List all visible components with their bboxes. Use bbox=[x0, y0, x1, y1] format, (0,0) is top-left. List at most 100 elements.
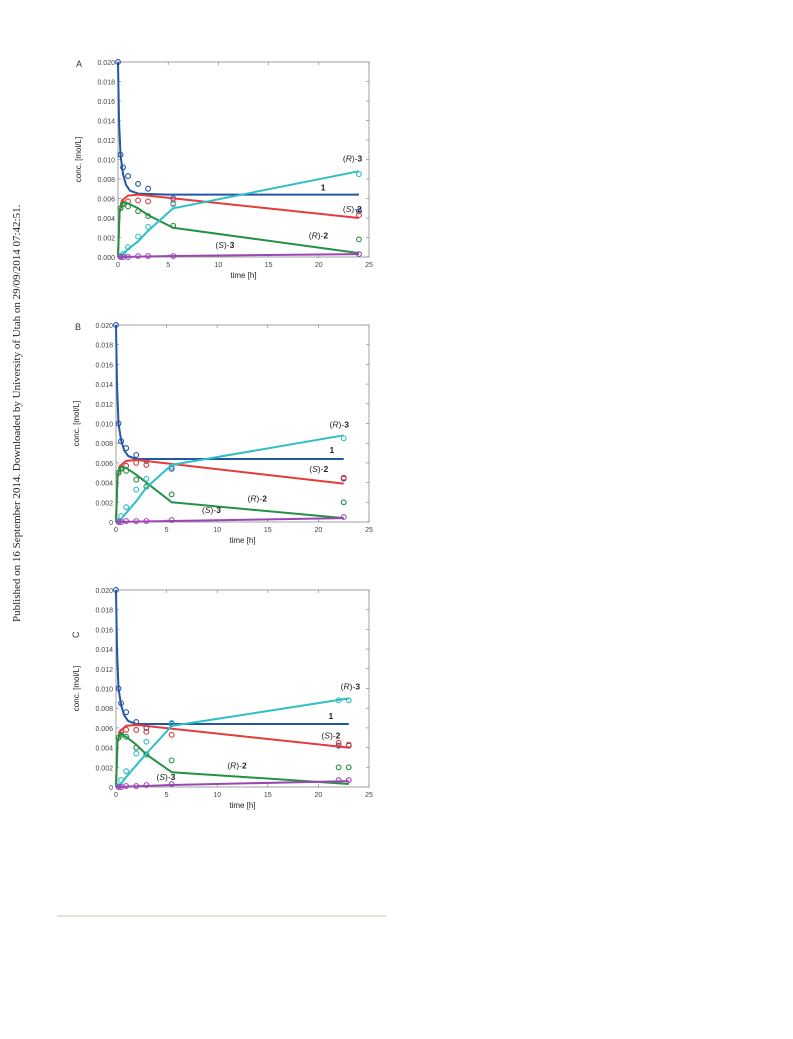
x-axis-label: time [h] bbox=[229, 536, 255, 545]
data-point bbox=[335, 697, 342, 704]
data-point bbox=[335, 777, 342, 784]
data-point bbox=[133, 452, 140, 458]
data-point bbox=[340, 474, 347, 481]
y-tick-label: 0.018 bbox=[97, 80, 115, 87]
data-point bbox=[345, 741, 352, 748]
data-point bbox=[115, 685, 122, 692]
plot-frame bbox=[117, 61, 370, 258]
data-point bbox=[118, 700, 125, 707]
data-point bbox=[170, 222, 177, 229]
data-point bbox=[120, 201, 126, 208]
series-line-(R)-2 bbox=[115, 732, 349, 788]
y-tick-label: 0.006 bbox=[97, 197, 115, 204]
data-point bbox=[123, 733, 130, 740]
y-tick-label: 0.006 bbox=[95, 726, 113, 733]
data-point bbox=[133, 750, 140, 757]
data-point bbox=[133, 486, 140, 493]
data-point bbox=[133, 726, 140, 733]
series-line-(S)-3 bbox=[115, 517, 344, 523]
data-point bbox=[145, 223, 152, 230]
data-point bbox=[168, 463, 175, 470]
x-tick-label: 5 bbox=[166, 262, 170, 269]
data-point bbox=[123, 504, 130, 511]
data-point bbox=[170, 201, 177, 208]
data-point bbox=[168, 781, 175, 787]
data-point bbox=[117, 254, 124, 260]
data-point bbox=[345, 777, 352, 784]
series-line-1 bbox=[115, 589, 349, 725]
data-point bbox=[170, 253, 177, 259]
series-annotation: 1 bbox=[321, 183, 326, 193]
series-annotation: (R)-3 bbox=[341, 681, 361, 691]
data-point bbox=[145, 198, 152, 205]
data-point bbox=[117, 151, 124, 158]
data-point bbox=[133, 744, 140, 751]
data-point bbox=[118, 465, 125, 472]
data-point bbox=[135, 180, 142, 187]
data-point bbox=[143, 738, 150, 745]
series-annotation: 1 bbox=[330, 445, 335, 455]
data-point bbox=[143, 475, 150, 482]
data-point bbox=[123, 518, 130, 524]
data-point bbox=[143, 461, 150, 468]
data-point bbox=[145, 213, 152, 220]
y-tick-label: 0.008 bbox=[95, 441, 113, 448]
x-tick-label: 0 bbox=[114, 792, 118, 799]
x-tick-label: 25 bbox=[365, 792, 373, 799]
series-annotation: (R)-2 bbox=[309, 230, 329, 240]
series-line-(R)-2 bbox=[117, 201, 360, 258]
data-point bbox=[345, 697, 352, 704]
y-tick-label: 0.012 bbox=[95, 667, 113, 674]
y-tick-label: 0.002 bbox=[95, 500, 113, 507]
data-point bbox=[133, 783, 140, 789]
y-tick-label: 0.012 bbox=[95, 402, 113, 409]
y-tick-label: 0.004 bbox=[95, 481, 113, 488]
data-point bbox=[143, 782, 150, 788]
y-axis-label: conc. [mol/L] bbox=[74, 137, 83, 182]
series-line-(S)-2 bbox=[115, 723, 349, 788]
x-tick-label: 0 bbox=[114, 527, 118, 534]
data-point bbox=[115, 784, 122, 790]
y-tick-label: 0.016 bbox=[97, 99, 115, 106]
y-tick-label: 0.002 bbox=[95, 765, 113, 772]
x-tick-label: 10 bbox=[215, 262, 223, 269]
series-annotation: (S)-3 bbox=[202, 505, 221, 515]
panel-label: B bbox=[75, 322, 81, 332]
x-tick-label: 5 bbox=[165, 527, 169, 534]
data-point bbox=[123, 768, 130, 775]
data-point bbox=[125, 173, 131, 180]
data-point bbox=[135, 208, 142, 215]
series-annotation: (R)-2 bbox=[227, 760, 247, 770]
data-point bbox=[356, 236, 362, 243]
x-tick-label: 15 bbox=[264, 792, 272, 799]
footer-divider bbox=[57, 915, 386, 917]
data-point bbox=[113, 587, 119, 593]
data-point bbox=[168, 491, 175, 498]
series-line-(R)-2 bbox=[115, 465, 344, 523]
data-point bbox=[125, 244, 131, 251]
y-tick-label: 0.006 bbox=[95, 461, 113, 468]
data-point bbox=[356, 171, 362, 178]
y-tick-label: 0 bbox=[109, 520, 113, 527]
data-point bbox=[340, 514, 347, 521]
chart-panel-b: B 0 0.002 0.004 0.006 0.008 0.010 0.012 0.014 0.0… bbox=[72, 322, 373, 545]
data-point bbox=[123, 726, 130, 733]
x-tick-label: 20 bbox=[315, 262, 323, 269]
y-tick-label: 0.020 bbox=[95, 588, 113, 595]
x-tick-label: 20 bbox=[315, 792, 323, 799]
y-tick-label: 0.018 bbox=[95, 608, 113, 615]
data-point bbox=[123, 783, 130, 789]
data-point bbox=[118, 513, 125, 520]
data-point bbox=[115, 469, 122, 476]
series-annotation: (S)-2 bbox=[309, 464, 328, 474]
data-point bbox=[168, 720, 175, 726]
y-tick-label: 0.000 bbox=[97, 255, 115, 262]
data-point bbox=[356, 212, 362, 219]
y-tick-label: 0.008 bbox=[97, 177, 115, 184]
data-point bbox=[335, 739, 342, 746]
y-tick-label: 0 bbox=[109, 785, 113, 792]
data-point bbox=[168, 517, 175, 523]
x-tick-label: 15 bbox=[264, 527, 272, 534]
y-tick-label: 0.014 bbox=[95, 382, 113, 389]
data-point bbox=[123, 467, 130, 474]
